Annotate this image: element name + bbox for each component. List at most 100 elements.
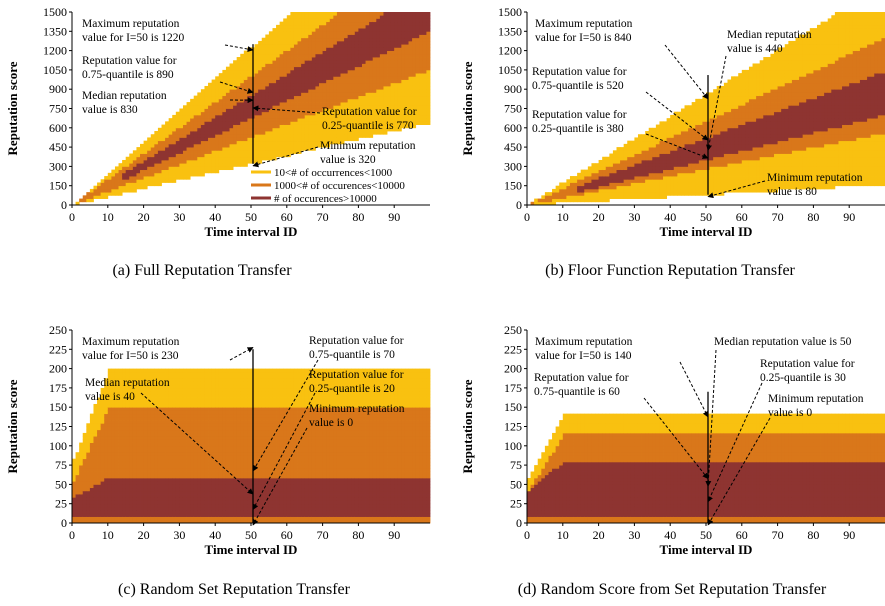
heatmap-cell bbox=[720, 121, 725, 125]
heatmap-cell bbox=[297, 53, 302, 58]
heatmap-cell bbox=[741, 153, 746, 158]
heatmap-cell bbox=[591, 185, 596, 190]
x-tick-label: 20 bbox=[138, 210, 150, 224]
heatmap-cell bbox=[738, 79, 743, 84]
heatmap-cell bbox=[322, 21, 327, 26]
heatmap-cell bbox=[308, 137, 313, 142]
heatmap-cell bbox=[369, 53, 374, 58]
heatmap-cell bbox=[268, 76, 273, 80]
heatmap-cell bbox=[795, 69, 800, 74]
heatmap-cell bbox=[322, 111, 327, 116]
heatmap-cell bbox=[784, 143, 789, 148]
heatmap-cell bbox=[243, 140, 248, 145]
heatmap-cell bbox=[408, 28, 413, 32]
heatmap-cell bbox=[136, 150, 141, 154]
heatmap-cell bbox=[415, 21, 420, 26]
heatmap-cell bbox=[756, 159, 761, 164]
heatmap-cell bbox=[397, 121, 402, 125]
heatmap-cell bbox=[684, 192, 689, 196]
heatmap-cell bbox=[770, 169, 775, 174]
heatmap-cell bbox=[361, 114, 366, 119]
heatmap-cell bbox=[222, 153, 227, 158]
heatmap-cell bbox=[308, 15, 313, 19]
heatmap-cell bbox=[731, 182, 736, 187]
heatmap-cell bbox=[741, 102, 746, 106]
heatmap-cell bbox=[415, 98, 420, 103]
heatmap-cell bbox=[813, 79, 818, 84]
heatmap-cell bbox=[426, 28, 431, 32]
heatmap-cell bbox=[695, 150, 700, 154]
heatmap-cell bbox=[759, 169, 764, 174]
heatmap-cell bbox=[809, 40, 814, 45]
heatmap-cell bbox=[612, 156, 617, 161]
heatmap-cell bbox=[340, 105, 345, 109]
heatmap-cell bbox=[666, 179, 671, 183]
heatmap-cell bbox=[702, 150, 707, 154]
heatmap-cell bbox=[394, 114, 399, 119]
heatmap-cell bbox=[716, 105, 721, 109]
heatmap-cell bbox=[354, 47, 359, 51]
heatmap-cell bbox=[365, 111, 370, 116]
heatmap-cell bbox=[179, 163, 184, 167]
heatmap-cell bbox=[404, 124, 409, 129]
heatmap-cell bbox=[268, 95, 273, 100]
heatmap-cell bbox=[806, 85, 811, 90]
heatmap-cell bbox=[319, 127, 323, 132]
heatmap-cell bbox=[311, 18, 316, 23]
heatmap-cell bbox=[301, 76, 306, 80]
heatmap-cell bbox=[208, 82, 213, 87]
heatmap-cell bbox=[304, 53, 309, 58]
heatmap-cell bbox=[419, 57, 424, 61]
heatmap-cell bbox=[738, 124, 743, 129]
heatmap-cell bbox=[218, 140, 223, 145]
heatmap-cell bbox=[268, 85, 273, 90]
heatmap-cell bbox=[663, 143, 668, 148]
heatmap-cell bbox=[365, 95, 370, 100]
heatmap-cell bbox=[770, 166, 775, 171]
heatmap-cell bbox=[727, 105, 732, 109]
heatmap-cell bbox=[605, 156, 610, 161]
heatmap-cell bbox=[630, 185, 635, 190]
heatmap-cell bbox=[344, 12, 349, 16]
heatmap-cell bbox=[595, 182, 599, 187]
heatmap-cell bbox=[691, 137, 696, 142]
heatmap-cell bbox=[541, 201, 546, 206]
heatmap-cell bbox=[791, 63, 796, 68]
heatmap-cell bbox=[304, 102, 309, 106]
heatmap-cell bbox=[143, 147, 148, 151]
heatmap-cell bbox=[319, 50, 323, 55]
heatmap-cell bbox=[795, 150, 800, 154]
heatmap-cell bbox=[802, 131, 807, 135]
heatmap-cell bbox=[598, 192, 603, 196]
heatmap-cell bbox=[723, 140, 728, 145]
heatmap-cell bbox=[788, 85, 793, 90]
heatmap-cell bbox=[379, 37, 384, 42]
heatmap-cell bbox=[344, 28, 349, 32]
heatmap-cell bbox=[272, 95, 277, 100]
heatmap-cell bbox=[193, 105, 198, 109]
heatmap-cell bbox=[695, 102, 700, 106]
heatmap-cell bbox=[200, 111, 205, 116]
heatmap-cell bbox=[727, 111, 732, 116]
heatmap-cell bbox=[225, 92, 230, 97]
heatmap-cell bbox=[415, 92, 420, 97]
heatmap-cell bbox=[186, 140, 191, 145]
heatmap-cell bbox=[766, 163, 771, 167]
heatmap-cell bbox=[741, 92, 746, 97]
heatmap-cell bbox=[548, 192, 553, 196]
heatmap-cell bbox=[799, 69, 804, 74]
heatmap-cell bbox=[290, 18, 295, 23]
heatmap-cell bbox=[322, 57, 327, 61]
heatmap-cell bbox=[770, 188, 775, 193]
heatmap-cell bbox=[695, 192, 700, 196]
heatmap-cell bbox=[268, 121, 273, 125]
heatmap-cell bbox=[179, 156, 184, 161]
heatmap-cell bbox=[569, 179, 574, 183]
heatmap-cell bbox=[372, 69, 377, 74]
heatmap-cell bbox=[802, 185, 807, 190]
heatmap-cell bbox=[802, 69, 807, 74]
heatmap-cell bbox=[741, 166, 746, 171]
heatmap-cell bbox=[161, 172, 166, 177]
heatmap-cell bbox=[193, 153, 198, 158]
heatmap-cell bbox=[698, 163, 703, 167]
